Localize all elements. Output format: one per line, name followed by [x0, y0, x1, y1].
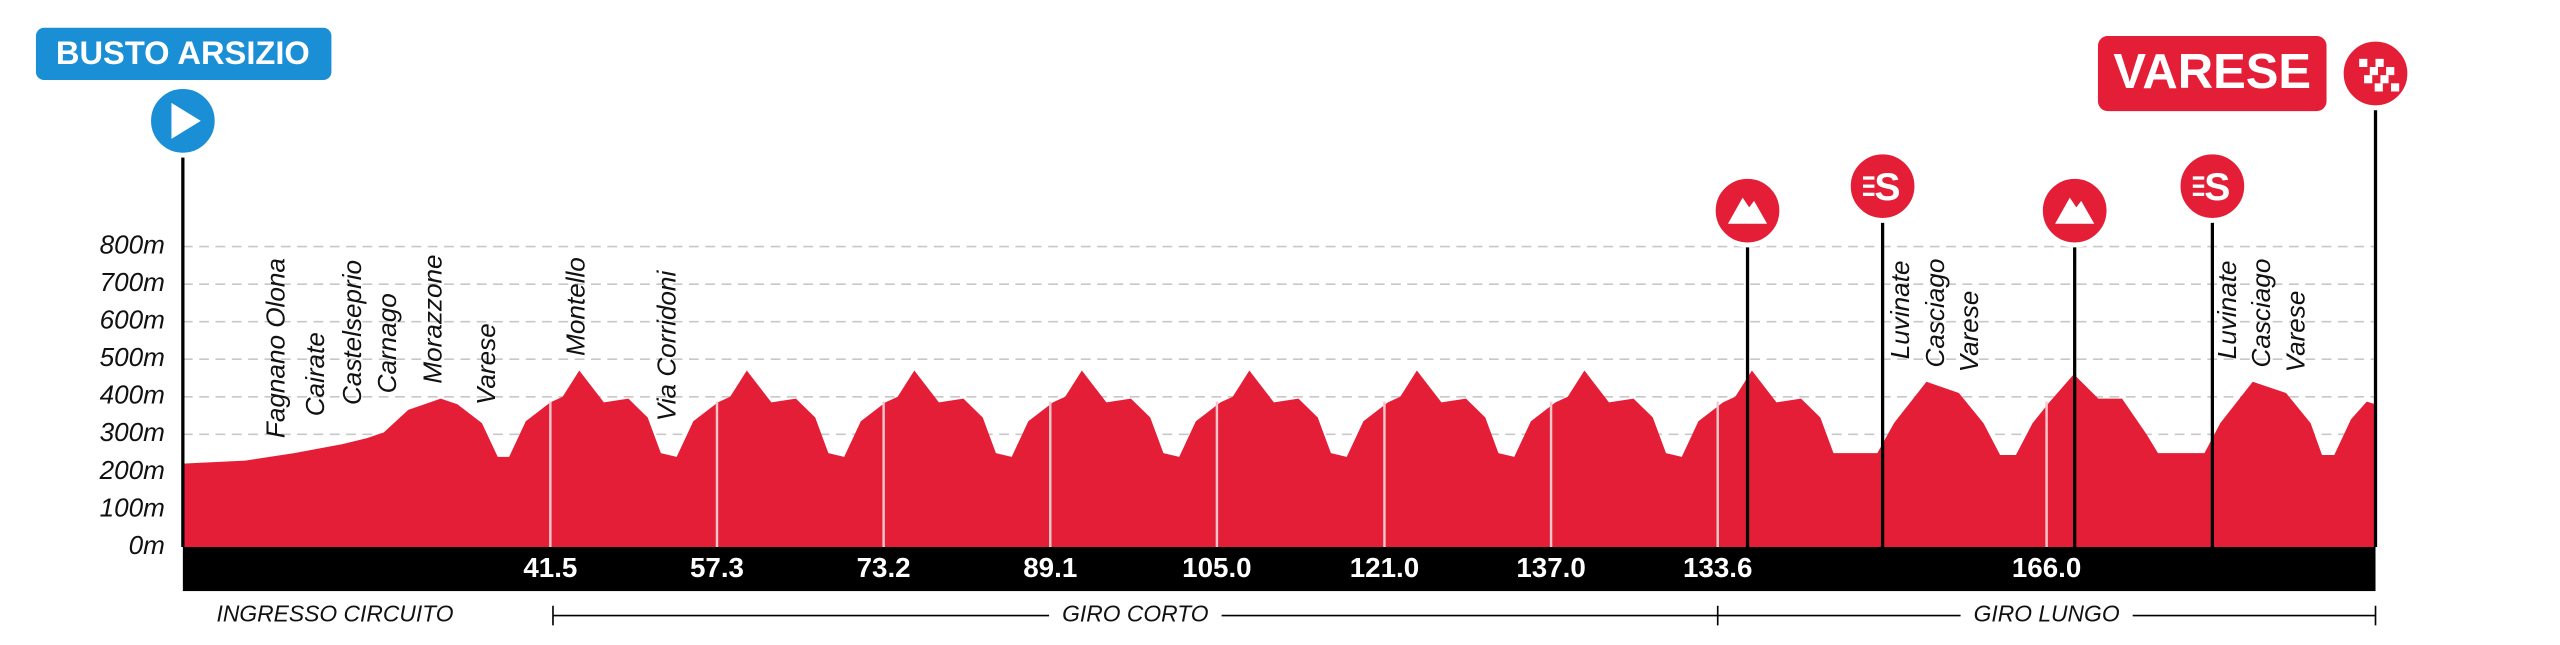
kom-marker: [1710, 173, 1785, 547]
finish-flag-cell: [2380, 75, 2389, 84]
finish-flag-cell: [2391, 83, 2400, 92]
y-tick-label: 300m: [100, 417, 165, 447]
start-arrow: [171, 102, 201, 139]
lap-label: 89.1: [1023, 552, 1077, 583]
finish-flag-cell: [2374, 83, 2383, 92]
place-name: Luvinate: [1885, 261, 1915, 360]
place-name: Cairate: [300, 332, 330, 416]
lap-label: 41.5: [523, 552, 577, 583]
y-tick-label: 700m: [100, 267, 165, 297]
distance-bar: [182, 546, 2376, 592]
kom-mountain: [1727, 197, 1768, 224]
y-tick-label: 200m: [99, 455, 165, 485]
place-name: Casciago: [1920, 259, 1950, 368]
sprint-icon: [2175, 149, 2250, 223]
y-tick-label: 500m: [100, 342, 165, 372]
place-name: Via Corridoni: [652, 270, 682, 422]
place-name: Varese: [1954, 291, 1984, 373]
lap-label: 105.0: [1182, 552, 1251, 583]
lap-label: 166.0: [2012, 552, 2081, 583]
section-label: GIRO LUNGO: [1974, 601, 2120, 627]
finish-label: VARESE: [2113, 45, 2311, 99]
start-label: BUSTO ARSIZIO: [56, 34, 310, 71]
finish-flag-cell: [2364, 75, 2373, 84]
sprint-icon: [1845, 149, 1920, 223]
y-tick-label: 400m: [100, 380, 165, 410]
sprint-marker: S: [1845, 149, 1920, 547]
place-name: Morazzone: [417, 254, 447, 383]
finish-flag-cell: [2359, 58, 2368, 67]
sprint-symbol: S: [1874, 166, 1900, 209]
kom-marker: [2037, 173, 2112, 547]
lap-label: 57.3: [690, 552, 744, 583]
lap-label: 121.0: [1350, 552, 1419, 583]
place-name: Montello: [560, 257, 590, 356]
y-tick-label: 0m: [129, 530, 165, 560]
finish-flag-cell: [2386, 66, 2395, 76]
sprint-marker: S: [2175, 149, 2250, 547]
kom-mountain: [2055, 197, 2095, 224]
section-label: INGRESSO CIRCUITO: [217, 601, 454, 627]
section-label: GIRO CORTO: [1062, 601, 1209, 627]
lap-label: 137.0: [1516, 552, 1585, 583]
sprint-symbol: S: [2204, 166, 2230, 209]
place-name: Varese: [2280, 291, 2310, 373]
place-name: Varese: [471, 323, 501, 405]
finish-flag-cell: [2375, 58, 2384, 67]
place-name: Carnago: [372, 293, 402, 393]
lap-label: 133.6: [1683, 552, 1752, 583]
finish-flag-cell: [2369, 66, 2378, 76]
y-tick-label: 800m: [100, 229, 165, 259]
place-name: Casciago: [2246, 259, 2276, 368]
elevation-area: [182, 370, 2376, 547]
place-name: Fagnano Olona: [260, 258, 290, 438]
place-name: Luvinate: [2212, 261, 2242, 360]
place-name: Castelseprio: [337, 260, 367, 405]
y-tick-label: 600m: [100, 305, 165, 335]
y-tick-label: 100m: [100, 492, 165, 522]
start-badge: [35, 27, 332, 81]
lap-label: 73.2: [857, 552, 911, 583]
finish-badge: [2097, 35, 2327, 112]
